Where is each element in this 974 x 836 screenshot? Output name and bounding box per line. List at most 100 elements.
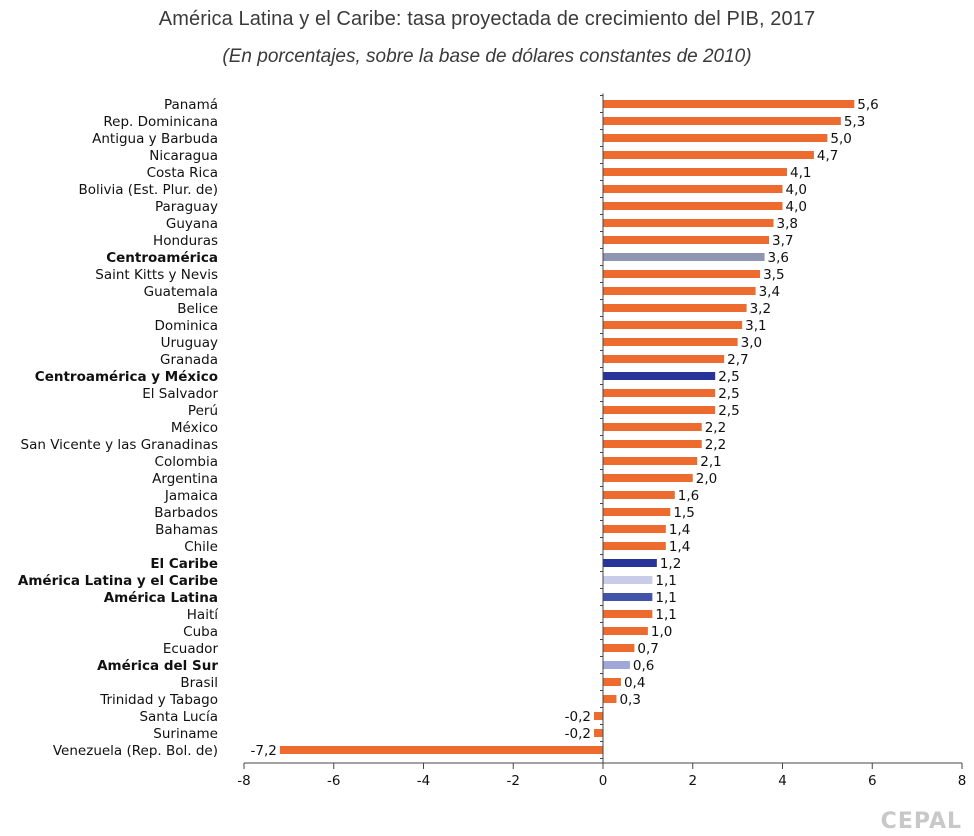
- category-label-13: Dominica: [154, 318, 218, 334]
- category-label-9: Centroamérica: [106, 250, 218, 266]
- x-tick-label: -2: [507, 773, 520, 789]
- value-label-16: 2,5: [718, 369, 739, 385]
- category-label-18: Perú: [188, 403, 218, 419]
- chart-subtitle: (En porcentajes, sobre la base de dólare…: [222, 46, 752, 67]
- category-label-21: Colombia: [155, 454, 218, 470]
- bar-13: [603, 321, 743, 329]
- category-label-27: El Caribe: [150, 556, 218, 572]
- category-label-11: Guatemala: [144, 284, 218, 300]
- value-label-5: 4,0: [786, 182, 807, 198]
- bar-7: [603, 219, 774, 227]
- category-label-1: Rep. Dominicana: [103, 114, 218, 130]
- value-label-6: 4,0: [786, 199, 807, 215]
- bar-23: [603, 491, 675, 499]
- category-label-17: El Salvador: [142, 386, 218, 402]
- bar-28: [603, 576, 653, 584]
- bar-10: [603, 270, 761, 278]
- x-tick-label: 6: [868, 773, 877, 789]
- value-label-18: 2,5: [718, 403, 739, 419]
- category-label-35: Trinidad y Tabago: [99, 692, 218, 708]
- category-label-29: América Latina: [104, 590, 218, 606]
- category-label-0: Panamá: [164, 97, 218, 113]
- bar-2: [603, 134, 828, 142]
- bar-36: [594, 712, 603, 720]
- source-logo: CEPAL: [880, 809, 962, 834]
- bar-16: [603, 372, 716, 380]
- x-tick-label: -8: [237, 773, 250, 789]
- bar-15: [603, 355, 725, 363]
- value-label-25: 1,4: [669, 522, 690, 538]
- value-label-20: 2,2: [705, 437, 726, 453]
- category-label-33: América del Sur: [97, 658, 218, 674]
- category-label-8: Honduras: [153, 233, 218, 249]
- value-label-27: 1,2: [660, 556, 681, 572]
- category-label-26: Chile: [184, 539, 218, 555]
- bar-6: [603, 202, 783, 210]
- bar-33: [603, 661, 630, 669]
- value-label-13: 3,1: [745, 318, 766, 334]
- bar-38: [279, 746, 603, 754]
- bar-30: [603, 610, 653, 618]
- bar-25: [603, 525, 666, 533]
- bar-22: [603, 474, 693, 482]
- value-label-8: 3,7: [772, 233, 793, 249]
- category-label-4: Costa Rica: [147, 165, 218, 181]
- x-tick-label: 8: [958, 773, 967, 789]
- value-label-2: 5,0: [830, 131, 851, 147]
- bar-20: [603, 440, 702, 448]
- bar-21: [603, 457, 698, 465]
- value-label-10: 3,5: [763, 267, 784, 283]
- category-label-10: Saint Kitts y Nevis: [95, 267, 218, 283]
- category-label-3: Nicaragua: [149, 148, 218, 164]
- category-label-15: Granada: [160, 352, 218, 368]
- bar-14: [603, 338, 738, 346]
- value-label-26: 1,4: [669, 539, 690, 555]
- x-tick-label: 0: [599, 773, 608, 789]
- value-label-22: 2,0: [696, 471, 717, 487]
- bar-31: [603, 627, 648, 635]
- category-label-2: Antigua y Barbuda: [92, 131, 218, 147]
- category-label-19: México: [171, 420, 218, 436]
- bar-0: [603, 100, 855, 108]
- value-label-7: 3,8: [777, 216, 798, 232]
- value-label-23: 1,6: [678, 488, 699, 504]
- value-label-29: 1,1: [655, 590, 676, 606]
- bar-18: [603, 406, 716, 414]
- category-label-30: Haití: [187, 607, 219, 623]
- category-label-31: Cuba: [183, 624, 218, 640]
- value-label-4: 4,1: [790, 165, 811, 181]
- value-label-38: -7,2: [251, 743, 277, 759]
- value-label-32: 0,7: [637, 641, 658, 657]
- value-label-36: -0,2: [565, 709, 591, 725]
- category-label-12: Belice: [177, 301, 218, 317]
- bar-32: [603, 644, 635, 652]
- category-label-37: Suriname: [153, 726, 218, 742]
- bar-9: [603, 253, 765, 261]
- category-label-5: Bolivia (Est. Plur. de): [78, 182, 218, 198]
- category-label-25: Bahamas: [155, 522, 218, 538]
- value-label-33: 0,6: [633, 658, 654, 674]
- category-label-6: Paraguay: [155, 199, 218, 215]
- bar-34: [603, 678, 621, 686]
- category-label-16: Centroamérica y México: [35, 369, 218, 385]
- value-label-14: 3,0: [741, 335, 762, 351]
- bar-37: [594, 729, 603, 737]
- x-tick-label: 4: [778, 773, 787, 789]
- value-label-11: 3,4: [759, 284, 780, 300]
- category-label-23: Jamaica: [164, 488, 218, 504]
- value-label-34: 0,4: [624, 675, 645, 691]
- value-label-24: 1,5: [673, 505, 694, 521]
- bar-12: [603, 304, 747, 312]
- value-label-0: 5,6: [857, 97, 878, 113]
- bar-24: [603, 508, 671, 516]
- value-label-12: 3,2: [750, 301, 771, 317]
- bar-35: [603, 695, 617, 703]
- value-label-28: 1,1: [655, 573, 676, 589]
- bar-11: [603, 287, 756, 295]
- category-label-20: San Vicente y las Granadinas: [21, 437, 218, 453]
- value-label-3: 4,7: [817, 148, 838, 164]
- value-label-17: 2,5: [718, 386, 739, 402]
- bar-19: [603, 423, 702, 431]
